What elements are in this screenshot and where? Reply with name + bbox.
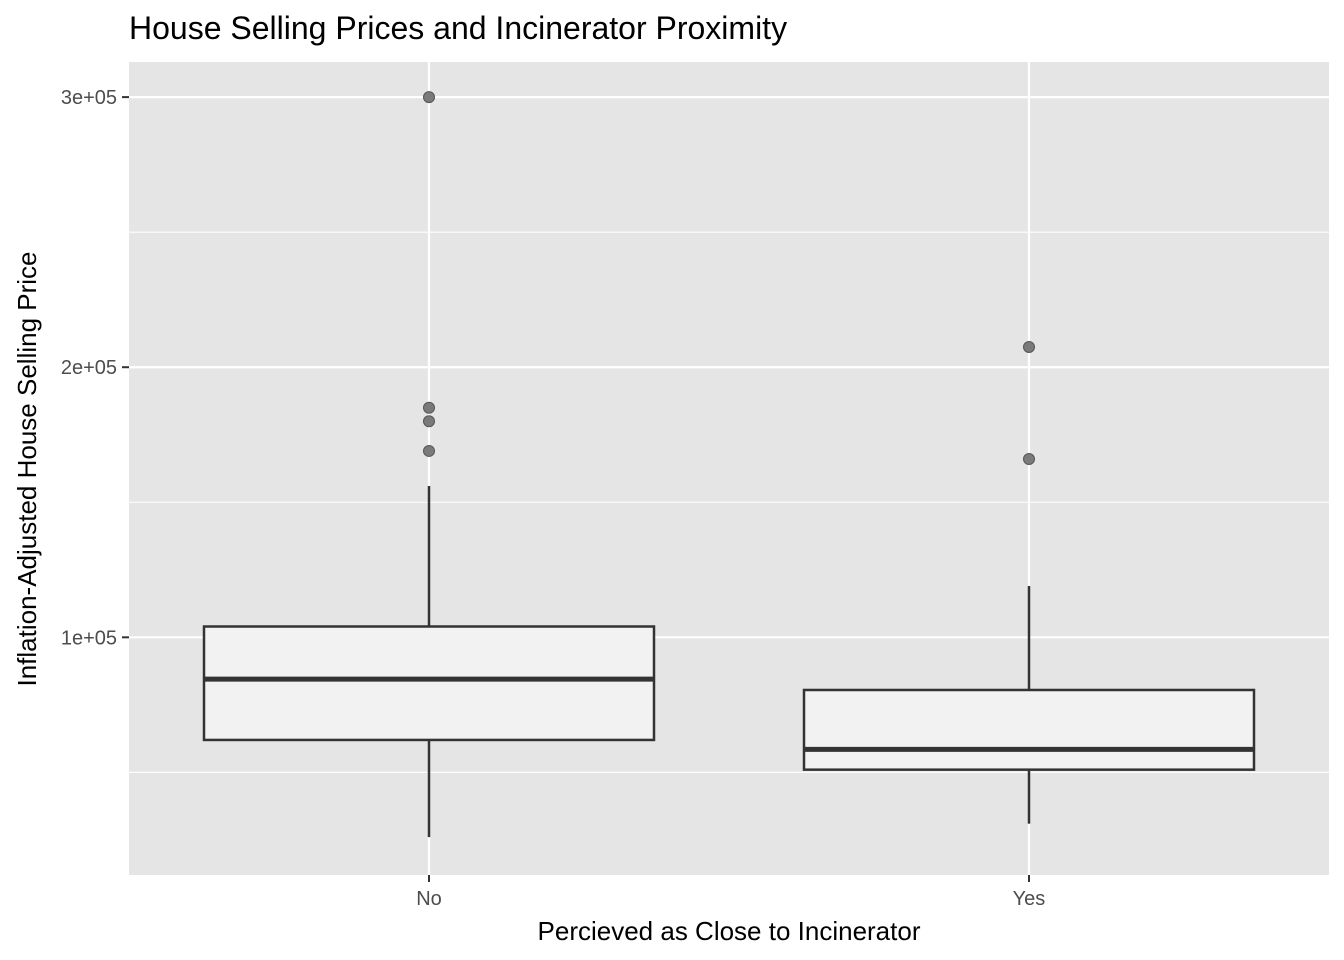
- boxes-layer: [202, 91, 1256, 838]
- chart-title: House Selling Prices and Incinerator Pro…: [129, 10, 787, 46]
- outlier-point: [423, 401, 435, 414]
- minor-gridlines: [129, 231, 1329, 773]
- box-iqr: [202, 625, 656, 742]
- box-yes: [802, 340, 1256, 824]
- outlier-point: [1023, 340, 1035, 353]
- outlier-point: [1023, 453, 1035, 466]
- outlier-point: [423, 91, 435, 104]
- y-axis-title: Inflation-Adjusted House Selling Price: [12, 251, 42, 686]
- box-iqr: [802, 688, 1256, 771]
- y-tick-label: 3e+05: [61, 87, 117, 109]
- y-tick-label: 1e+05: [61, 627, 117, 649]
- x-tick-label: Yes: [1013, 888, 1046, 910]
- y-axis: 1e+05 2e+05 3e+05: [61, 87, 129, 649]
- y-tick-label: 2e+05: [61, 357, 117, 379]
- x-axis: No Yes: [416, 875, 1045, 910]
- outlier-point: [423, 444, 435, 457]
- box-no: [202, 91, 656, 838]
- x-tick-label: No: [416, 888, 442, 910]
- outlier-point: [423, 415, 435, 428]
- x-axis-title: Percieved as Close to Incinerator: [538, 916, 921, 946]
